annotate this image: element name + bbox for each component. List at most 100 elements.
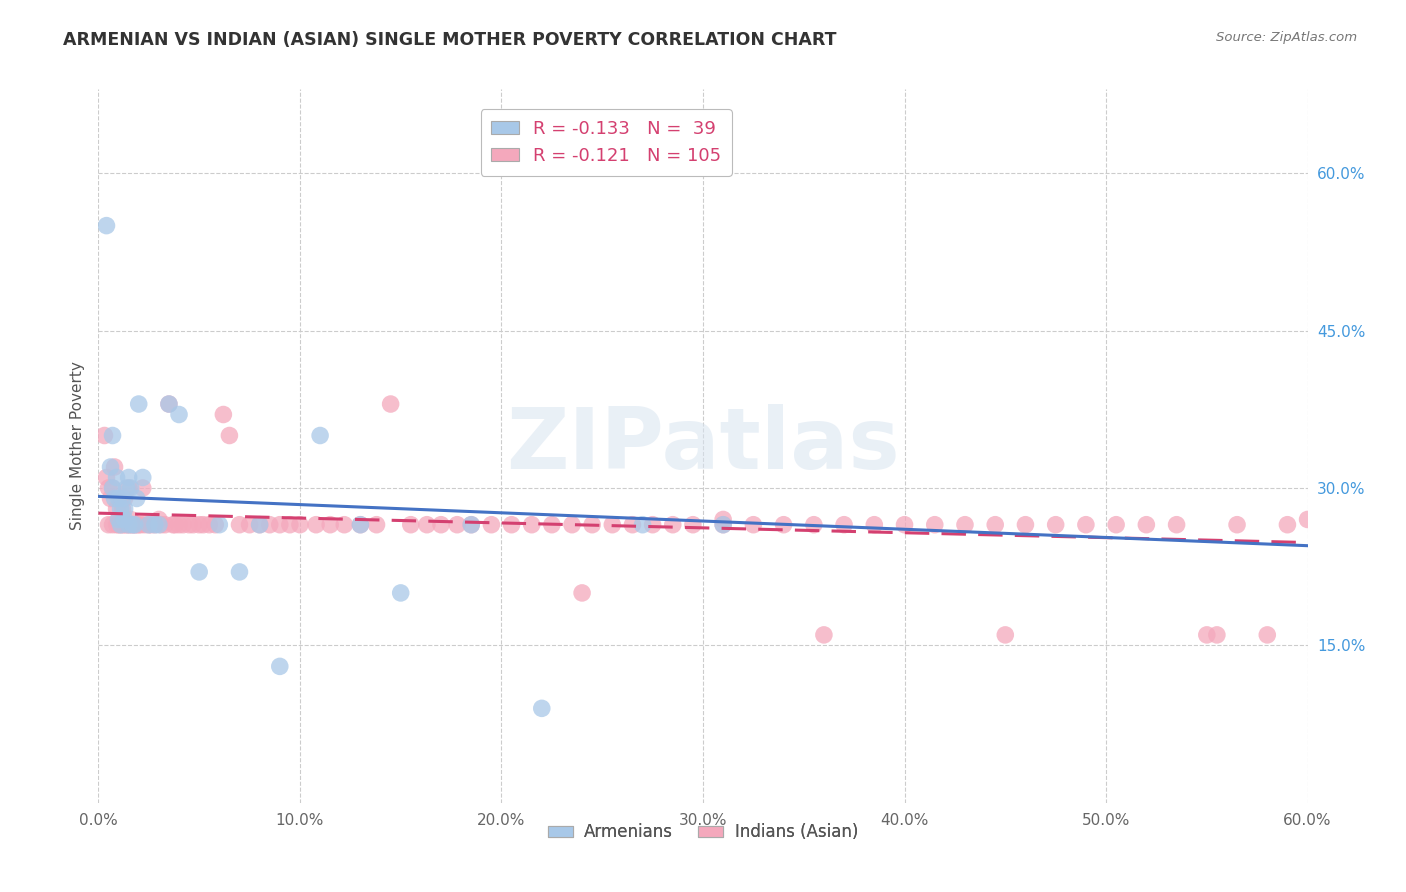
- Point: [188, 565, 211, 579]
- Point: [114, 512, 136, 526]
- Point: [1045, 517, 1067, 532]
- Text: ZIPatlas: ZIPatlas: [506, 404, 900, 488]
- Point: [309, 428, 332, 442]
- Point: [204, 517, 226, 532]
- Point: [621, 517, 644, 532]
- Point: [530, 701, 553, 715]
- Point: [1296, 512, 1319, 526]
- Point: [111, 491, 134, 506]
- Point: [581, 517, 603, 532]
- Text: ARMENIAN VS INDIAN (ASIAN) SINGLE MOTHER POVERTY CORRELATION CHART: ARMENIAN VS INDIAN (ASIAN) SINGLE MOTHER…: [63, 31, 837, 49]
- Point: [1195, 628, 1218, 642]
- Point: [118, 517, 141, 532]
- Point: [105, 502, 128, 516]
- Point: [110, 517, 132, 532]
- Point: [711, 512, 734, 526]
- Point: [481, 517, 503, 532]
- Legend: Armenians, Indians (Asian): Armenians, Indians (Asian): [541, 817, 865, 848]
- Point: [163, 517, 186, 532]
- Point: [924, 517, 946, 532]
- Point: [110, 491, 132, 506]
- Point: [399, 517, 422, 532]
- Point: [115, 517, 138, 532]
- Point: [107, 512, 129, 526]
- Point: [128, 397, 150, 411]
- Point: [138, 517, 160, 532]
- Point: [813, 628, 835, 642]
- Point: [208, 517, 231, 532]
- Point: [269, 517, 291, 532]
- Point: [832, 517, 855, 532]
- Point: [305, 517, 328, 532]
- Point: [97, 517, 120, 532]
- Point: [1014, 517, 1036, 532]
- Point: [228, 517, 250, 532]
- Point: [259, 517, 281, 532]
- Y-axis label: Single Mother Poverty: Single Mother Poverty: [69, 361, 84, 531]
- Point: [134, 517, 156, 532]
- Point: [124, 517, 146, 532]
- Point: [111, 502, 134, 516]
- Point: [124, 517, 146, 532]
- Point: [101, 481, 124, 495]
- Point: [319, 517, 342, 532]
- Point: [460, 517, 482, 532]
- Point: [100, 460, 122, 475]
- Point: [118, 481, 141, 495]
- Point: [742, 517, 765, 532]
- Point: [172, 517, 194, 532]
- Point: [132, 481, 155, 495]
- Text: Source: ZipAtlas.com: Source: ZipAtlas.com: [1216, 31, 1357, 45]
- Point: [380, 397, 402, 411]
- Point: [661, 517, 683, 532]
- Point: [129, 517, 152, 532]
- Point: [148, 512, 170, 526]
- Point: [153, 517, 176, 532]
- Point: [103, 460, 125, 475]
- Point: [114, 517, 136, 532]
- Point: [711, 517, 734, 532]
- Point: [520, 517, 543, 532]
- Point: [984, 517, 1007, 532]
- Point: [269, 659, 291, 673]
- Point: [333, 517, 356, 532]
- Point: [121, 517, 143, 532]
- Point: [198, 517, 221, 532]
- Point: [125, 517, 148, 532]
- Point: [416, 517, 439, 532]
- Point: [114, 491, 136, 506]
- Point: [218, 428, 240, 442]
- Point: [772, 517, 794, 532]
- Point: [711, 517, 734, 532]
- Point: [188, 517, 211, 532]
- Point: [115, 481, 138, 495]
- Point: [132, 470, 155, 484]
- Point: [953, 517, 976, 532]
- Point: [120, 512, 142, 526]
- Point: [239, 517, 262, 532]
- Point: [1206, 628, 1229, 642]
- Point: [602, 517, 624, 532]
- Point: [863, 517, 886, 532]
- Point: [118, 470, 141, 484]
- Point: [114, 502, 136, 516]
- Point: [167, 517, 190, 532]
- Point: [571, 586, 593, 600]
- Point: [101, 517, 124, 532]
- Point: [157, 397, 180, 411]
- Point: [162, 517, 184, 532]
- Point: [349, 517, 371, 532]
- Point: [1074, 517, 1097, 532]
- Point: [430, 517, 453, 532]
- Point: [125, 491, 148, 506]
- Point: [101, 428, 124, 442]
- Point: [249, 517, 271, 532]
- Point: [121, 517, 143, 532]
- Point: [105, 517, 128, 532]
- Point: [893, 517, 915, 532]
- Point: [110, 517, 132, 532]
- Point: [501, 517, 523, 532]
- Point: [138, 517, 160, 532]
- Point: [1316, 586, 1339, 600]
- Point: [349, 517, 371, 532]
